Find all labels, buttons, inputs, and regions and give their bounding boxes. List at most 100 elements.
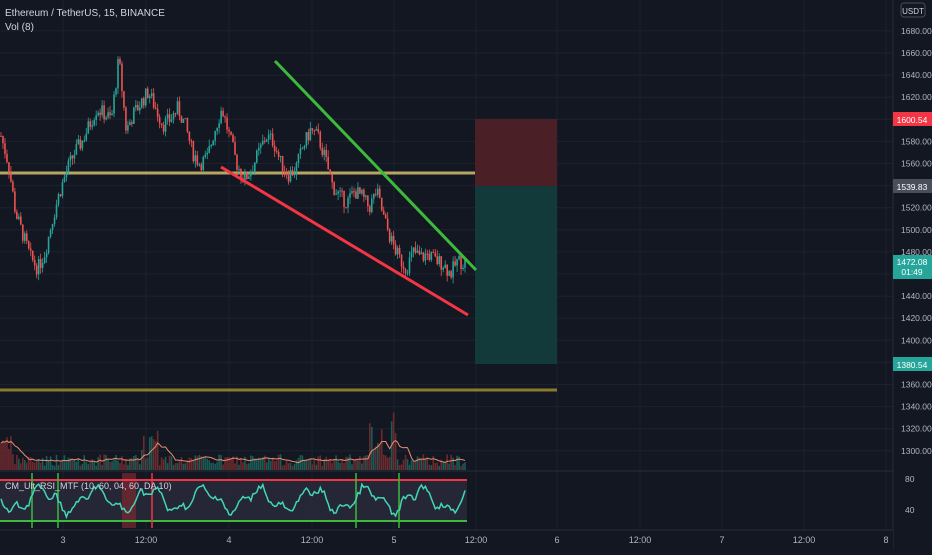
candle-body (188, 131, 191, 141)
candle-body (2, 136, 4, 144)
candle-body (152, 93, 155, 108)
candle-body (125, 107, 127, 131)
candle-body (37, 258, 40, 275)
candle-body (341, 190, 343, 192)
volume-bar (234, 463, 236, 470)
candle-body (265, 139, 268, 142)
volume-bar (374, 446, 377, 470)
volume-bar (180, 457, 183, 470)
candle-body (440, 256, 443, 270)
candle-body (85, 133, 88, 141)
volume-bar (14, 464, 16, 470)
last-price-label[interactable] (893, 255, 932, 279)
candle-body (442, 267, 445, 270)
volume-bar (87, 464, 90, 470)
volume-bar (337, 461, 339, 470)
candle-body (210, 144, 212, 147)
volume-bar (363, 456, 365, 470)
volume-bar (198, 454, 201, 470)
candle-body (319, 131, 322, 148)
candle-body (89, 121, 92, 127)
volume-bar (109, 461, 111, 470)
volume-bar (367, 455, 369, 470)
candle-body (289, 170, 292, 182)
candle-body (428, 253, 431, 260)
time-tick: 12:00 (793, 535, 816, 545)
stop-price-label[interactable] (893, 112, 932, 126)
candle-body (0, 135, 2, 137)
volume-bar (242, 462, 244, 470)
volume-bar (190, 458, 193, 470)
volume-bar (398, 465, 401, 470)
target-price-label[interactable] (893, 357, 932, 371)
price-tick: 1580.00 (901, 136, 932, 146)
candle-body (369, 206, 371, 212)
candle-body (31, 250, 34, 260)
volume-bar (325, 456, 328, 470)
candle-body (335, 193, 337, 195)
volume-bar (414, 460, 417, 470)
volume-bar (353, 460, 355, 470)
candle-body (291, 170, 294, 176)
volume-bar (285, 460, 288, 470)
price-tick: 1680.00 (901, 26, 932, 36)
volume-bar (315, 464, 318, 470)
currency-label: USDT (902, 7, 924, 16)
entry-price-label[interactable] (893, 179, 932, 193)
candle-body (285, 172, 288, 176)
volume-bar (160, 457, 163, 470)
volume-bar (8, 448, 10, 470)
volume-bar (20, 463, 22, 470)
volume-bar (254, 458, 256, 470)
price-tick: 1520.00 (901, 203, 932, 213)
candle-body (359, 187, 361, 194)
volume-bar (283, 464, 286, 470)
currency-badge[interactable] (900, 2, 926, 18)
volume-bar (248, 463, 250, 470)
volume-bar (103, 454, 105, 470)
volume-bar (79, 465, 82, 470)
candle-body (103, 105, 105, 120)
candle-body (436, 256, 439, 265)
candle-body (150, 93, 153, 97)
volume-bar (295, 460, 298, 470)
volume-bar (63, 455, 66, 470)
candle-body (53, 217, 56, 224)
trendline-upper[interactable] (273, 59, 478, 272)
price-candles (0, 55, 466, 284)
take-profit-zone[interactable] (475, 186, 557, 364)
candle-body (295, 162, 298, 174)
volume-bar (137, 458, 139, 470)
candle-body (59, 194, 62, 196)
candle-body (216, 127, 218, 132)
volume-bar (117, 460, 119, 470)
candle-body (200, 164, 203, 171)
volume-bar (456, 455, 458, 470)
volume-bar (69, 458, 72, 470)
candle-body (355, 191, 357, 199)
time-axis-panel[interactable] (0, 530, 893, 550)
trendline-lower[interactable] (220, 165, 469, 317)
candle-body (408, 257, 411, 273)
candle-body (281, 155, 284, 172)
volume-bar (59, 462, 62, 470)
volume-bar (27, 456, 30, 470)
candle-body (458, 255, 460, 260)
volume-bar (361, 463, 363, 470)
candle-body (154, 107, 157, 109)
candle-body (446, 264, 448, 276)
stop-loss-zone[interactable] (475, 119, 557, 186)
volume-bar (351, 464, 353, 470)
candle-body (23, 233, 26, 241)
candle-body (202, 156, 205, 171)
volume-bar (329, 459, 331, 470)
candle-body (250, 172, 252, 177)
volume-bar (77, 457, 80, 470)
volume-bar (202, 457, 205, 470)
volume-bar (448, 463, 450, 470)
volume-bar (317, 456, 320, 470)
candle-body (271, 133, 274, 146)
volume-bar (347, 457, 349, 470)
volume-bar (135, 455, 137, 470)
